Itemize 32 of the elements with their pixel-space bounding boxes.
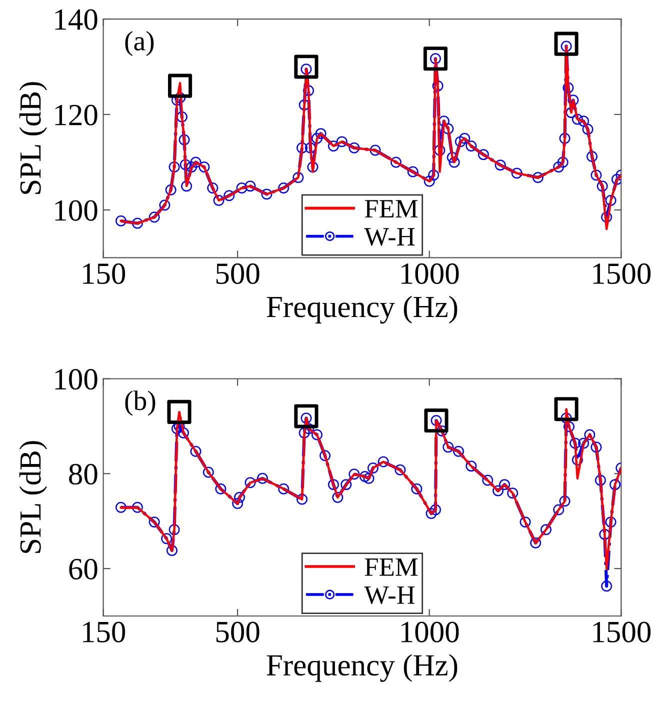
y-tick-label: 100 [55,200,98,221]
x-tick-label: 1000 [401,622,459,642]
y-axis-title: SPL (dB) [19,82,48,194]
point [167,400,192,424]
y-tick-label: 140 [55,9,98,30]
x-axis-title: Frequency (Hz) [266,654,458,682]
point [168,74,192,98]
annotation: (b) [125,390,156,416]
y-tick-label: 120 [55,104,98,126]
y-tick-label: 60 [69,558,98,580]
point [554,32,578,56]
y-tick-label: 100 [55,369,98,390]
point [294,404,318,428]
point [294,54,318,79]
legend-label: W-H [364,228,415,246]
point [424,408,448,433]
x-tick-label: 150 [83,622,126,642]
legend-label: FEM [364,558,418,576]
x-tick-label: 1500 [593,622,651,642]
x-tick-label: 500 [216,263,260,284]
point [554,397,578,422]
x-tick-label: 500 [216,622,260,642]
legend-label: W-H [364,586,415,604]
y-axis-title: SPL (dB) [19,441,48,553]
point [423,46,448,71]
y-tick-label: 80 [69,464,98,485]
annotation: (a) [125,30,154,56]
legend-label: FEM [364,200,418,218]
x-axis-title: Frequency (Hz) [266,296,458,324]
x-tick-label: 150 [83,263,126,284]
x-tick-label: 1000 [401,263,459,284]
x-tick-label: 1500 [593,263,651,284]
